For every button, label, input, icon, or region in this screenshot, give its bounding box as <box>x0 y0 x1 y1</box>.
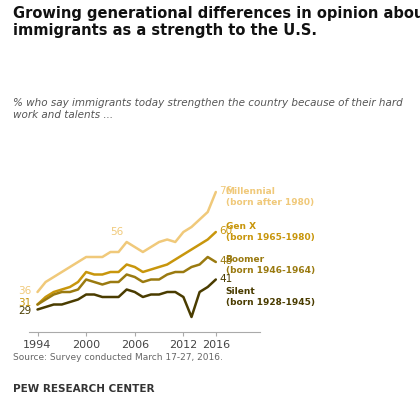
Text: Source: Survey conducted March 17-27, 2016.: Source: Survey conducted March 17-27, 20… <box>13 353 223 362</box>
Text: Millennial
(born after 1980): Millennial (born after 1980) <box>226 187 314 207</box>
Text: 29: 29 <box>18 306 32 316</box>
Text: Boomer
(born 1946-1964): Boomer (born 1946-1964) <box>226 254 315 274</box>
Text: 56: 56 <box>110 227 123 237</box>
Text: 36: 36 <box>18 286 32 296</box>
Text: % who say immigrants today strengthen the country because of their hard
work and: % who say immigrants today strengthen th… <box>13 98 402 120</box>
Text: 60: 60 <box>219 226 232 236</box>
Text: PEW RESEARCH CENTER: PEW RESEARCH CENTER <box>13 384 154 394</box>
Text: Silent
(born 1928-1945): Silent (born 1928-1945) <box>226 287 315 307</box>
Text: Gen X
(born 1965-1980): Gen X (born 1965-1980) <box>226 222 314 242</box>
Text: 76: 76 <box>219 186 232 196</box>
Text: 48: 48 <box>219 256 232 266</box>
Text: 31: 31 <box>18 298 32 308</box>
Text: Growing generational differences in opinion about
immigrants as a strength to th: Growing generational differences in opin… <box>13 6 420 38</box>
Text: 41: 41 <box>219 274 232 284</box>
